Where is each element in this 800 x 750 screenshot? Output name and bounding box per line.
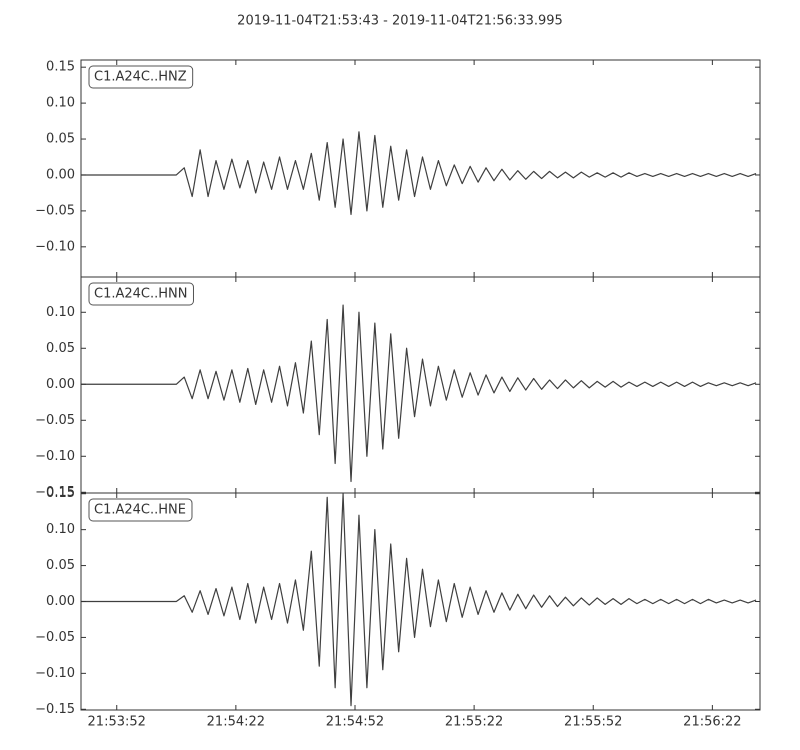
y-tick-label: −0.10 — [35, 666, 75, 681]
plot-frame — [80, 492, 761, 711]
y-tick-label: −0.05 — [35, 630, 75, 645]
x-tick-label: 21:55:22 — [445, 715, 503, 730]
y-tick-label: 0.10 — [46, 96, 75, 111]
x-tick-label: 21:54:52 — [326, 715, 384, 730]
y-tick-label: 0.15 — [46, 60, 75, 75]
y-tick-label: −0.10 — [35, 449, 75, 464]
y-tick-label: 0.05 — [46, 132, 75, 147]
x-tick-label: 21:55:52 — [564, 715, 622, 730]
y-tick-label: 0.10 — [46, 305, 75, 320]
y-tick-label: −0.15 — [35, 702, 75, 717]
x-tick-label: 21:54:22 — [207, 715, 265, 730]
y-tick-label: 0.00 — [46, 594, 75, 609]
trace-label-box — [88, 282, 194, 306]
trace-label: C1.A24C..HNZ — [94, 70, 187, 85]
y-tick-label: 0.15 — [46, 486, 75, 501]
waveform — [81, 493, 757, 707]
x-tick-label: 21:56:22 — [683, 715, 741, 730]
y-tick-label: 0.05 — [46, 558, 75, 573]
trace-label: C1.A24C..HNE — [94, 503, 186, 518]
y-tick-label: 0.00 — [46, 167, 75, 182]
y-tick-label: −0.15 — [35, 485, 75, 500]
y-tick-label: 0.00 — [46, 377, 75, 392]
chart-title: 2019-11-04T21:53:43 - 2019-11-04T21:56:3… — [237, 14, 563, 29]
y-tick-label: −0.05 — [35, 413, 75, 428]
y-tick-label: −0.10 — [35, 239, 75, 254]
x-tick-label: 21:53:52 — [88, 715, 146, 730]
y-tick-label: 0.10 — [46, 522, 75, 537]
trace-label-box — [88, 498, 193, 522]
waveform — [81, 304, 757, 483]
trace-label: C1.A24C..HNN — [94, 287, 187, 302]
y-tick-label: −0.05 — [35, 203, 75, 218]
trace-label-box — [88, 65, 194, 89]
waveform — [81, 131, 757, 216]
y-tick-label: 0.05 — [46, 341, 75, 356]
